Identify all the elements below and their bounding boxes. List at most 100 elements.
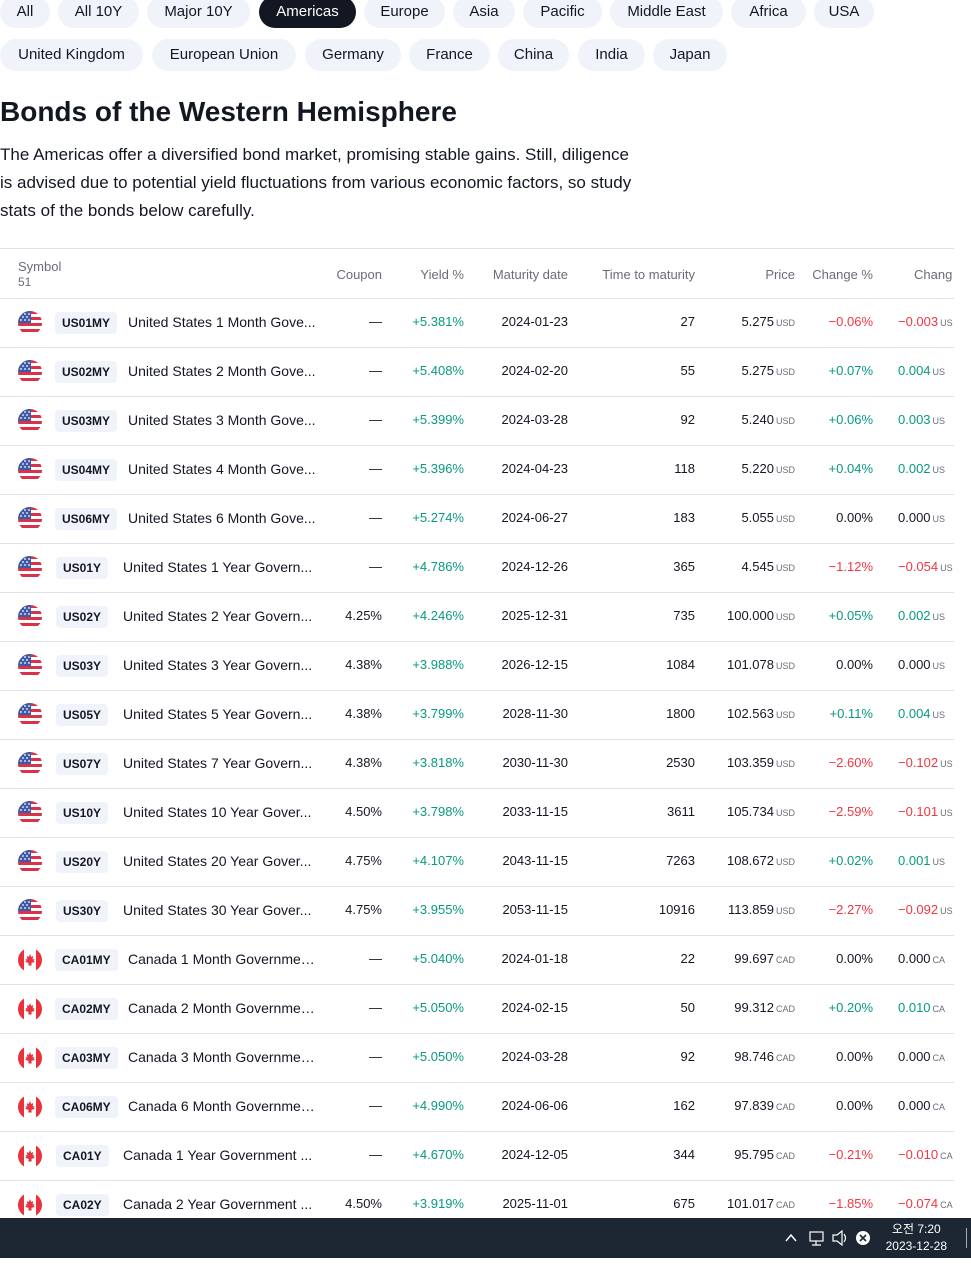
table-row[interactable]: US20Y United States 20 Year Gover... 4.75%…: [0, 838, 954, 887]
ticker-badge[interactable]: US02Y: [56, 606, 109, 628]
ticker-badge[interactable]: CA01MY: [55, 949, 118, 971]
ticker-badge[interactable]: US03Y: [56, 655, 109, 677]
table-row[interactable]: US02MY United States 2 Month Gove... — +5.4…: [0, 348, 954, 397]
price-amount: 99.697: [734, 951, 774, 966]
price-amount: 105.734: [726, 804, 774, 819]
col-yield[interactable]: Yield %: [420, 267, 464, 282]
bond-name[interactable]: United States 1 Year Govern...: [123, 559, 313, 575]
bond-name[interactable]: United States 7 Year Govern...: [123, 755, 313, 771]
price-amount: 101.017: [726, 1196, 774, 1211]
close-circle-icon[interactable]: [855, 1218, 871, 1258]
table-row[interactable]: CA02Y Canada 2 Year Government ... 4.50% +3…: [0, 1181, 954, 1219]
filter-chip-germany[interactable]: Germany: [305, 39, 401, 71]
filter-chip-european-union[interactable]: European Union: [152, 39, 296, 71]
ticker-badge[interactable]: CA01Y: [56, 1145, 109, 1167]
bond-name[interactable]: United States 2 Month Gove...: [128, 363, 316, 379]
col-change-pct[interactable]: Change %: [812, 267, 873, 282]
ticker-badge[interactable]: CA02Y: [56, 1194, 109, 1216]
filter-chip-europe[interactable]: Europe: [364, 0, 445, 28]
bond-name[interactable]: Canada 3 Month Governmen...: [128, 1049, 320, 1065]
table-row[interactable]: CA06MY Canada 6 Month Governmen... — +4.990…: [0, 1083, 954, 1132]
bond-name[interactable]: United States 6 Month Gove...: [128, 510, 316, 526]
bond-name[interactable]: United States 30 Year Gover...: [123, 902, 312, 918]
bond-name[interactable]: United States 3 Year Govern...: [123, 657, 313, 673]
table-row[interactable]: US07Y United States 7 Year Govern... 4.38%…: [0, 740, 954, 789]
show-desktop-button[interactable]: [966, 1228, 971, 1248]
bond-name[interactable]: United States 2 Year Govern...: [123, 608, 313, 624]
filter-chip-usa[interactable]: USA: [814, 0, 874, 28]
change-value: 0.001 US: [898, 853, 945, 868]
col-change[interactable]: Chang: [914, 267, 953, 282]
bond-name[interactable]: Canada 1 Year Government ...: [123, 1147, 313, 1163]
ticker-badge[interactable]: US05Y: [56, 704, 109, 726]
table-row[interactable]: US01MY United States 1 Month Gove... — +5.3…: [0, 299, 954, 348]
bond-name[interactable]: United States 4 Month Gove...: [128, 461, 316, 477]
bond-name[interactable]: Canada 2 Month Governmen...: [128, 1000, 320, 1016]
bond-name[interactable]: United States 10 Year Gover...: [123, 804, 312, 820]
filter-chip-middle-east[interactable]: Middle East: [610, 0, 723, 28]
filter-chip-china[interactable]: China: [498, 39, 569, 71]
ticker-badge[interactable]: CA02MY: [55, 998, 118, 1020]
ticker-badge[interactable]: US10Y: [56, 802, 109, 824]
filter-chip-pacific[interactable]: Pacific: [523, 0, 602, 28]
price-currency: CAD: [775, 1004, 795, 1014]
ticker-badge[interactable]: US20Y: [56, 851, 109, 873]
network-icon[interactable]: [808, 1218, 826, 1258]
table-row[interactable]: US10Y United States 10 Year Gover... 4.50%…: [0, 789, 954, 838]
bond-name[interactable]: United States 3 Month Gove...: [128, 412, 316, 428]
ticker-badge[interactable]: US03MY: [55, 410, 118, 432]
col-coupon[interactable]: Coupon: [336, 267, 382, 282]
maturity-date-value: 2028-11-30: [502, 706, 568, 721]
filter-chip-americas[interactable]: Americas: [259, 0, 356, 28]
chevron-up-icon[interactable]: [784, 1218, 798, 1258]
us-flag-icon: [18, 311, 42, 335]
coupon-value: —: [369, 1147, 382, 1162]
bond-name[interactable]: Canada 6 Month Governmen...: [128, 1098, 320, 1114]
col-time-to-maturity[interactable]: Time to maturity: [602, 267, 695, 282]
page-title: Bonds of the Western Hemisphere: [0, 96, 457, 127]
filter-chip-major-10y[interactable]: Major 10Y: [147, 0, 250, 28]
col-price[interactable]: Price: [765, 267, 795, 282]
ticker-badge[interactable]: US01MY: [55, 312, 118, 334]
table-row[interactable]: US01Y United States 1 Year Govern... — +4.7…: [0, 544, 954, 593]
table-row[interactable]: CA01MY Canada 1 Month Governmen... — +5.040…: [0, 936, 954, 985]
table-row[interactable]: US02Y United States 2 Year Govern... 4.25%…: [0, 593, 954, 642]
table-row[interactable]: US03Y United States 3 Year Govern... 4.38%…: [0, 642, 954, 691]
filter-chip-all[interactable]: All: [0, 0, 50, 28]
filter-chip-united-kingdom[interactable]: United Kingdom: [0, 39, 143, 71]
ticker-badge[interactable]: US04MY: [55, 459, 118, 481]
table-row[interactable]: CA01Y Canada 1 Year Government ... — +4.670…: [0, 1132, 954, 1181]
change-value: −0.010 CA: [898, 1147, 953, 1162]
ticker-badge[interactable]: CA03MY: [55, 1047, 118, 1069]
bond-name[interactable]: United States 20 Year Gover...: [123, 853, 312, 869]
bond-name[interactable]: Canada 2 Year Government ...: [123, 1196, 313, 1212]
filter-chip-all-10y[interactable]: All 10Y: [58, 0, 139, 28]
ticker-badge[interactable]: CA06MY: [55, 1096, 118, 1118]
bond-name[interactable]: United States 5 Year Govern...: [123, 706, 313, 722]
table-row[interactable]: US05Y United States 5 Year Govern... 4.38%…: [0, 691, 954, 740]
ticker-badge[interactable]: US02MY: [55, 361, 118, 383]
bond-name[interactable]: Canada 1 Month Governmen...: [128, 951, 320, 967]
bond-name[interactable]: United States 1 Month Gove...: [128, 314, 316, 330]
table-row[interactable]: US06MY United States 6 Month Gove... — +5.2…: [0, 495, 954, 544]
table-row[interactable]: US03MY United States 3 Month Gove... — +5.3…: [0, 397, 954, 446]
coupon-value: 4.38%: [345, 657, 382, 672]
table-row[interactable]: US30Y United States 30 Year Gover... 4.75%…: [0, 887, 954, 936]
col-maturity-date[interactable]: Maturity date: [492, 267, 568, 282]
filter-chip-asia[interactable]: Asia: [453, 0, 515, 28]
volume-icon[interactable]: [831, 1218, 849, 1258]
table-row[interactable]: US04MY United States 4 Month Gove... — +5.3…: [0, 446, 954, 495]
filter-chip-france[interactable]: France: [409, 39, 490, 71]
filter-chip-africa[interactable]: Africa: [731, 0, 806, 28]
filter-chip-japan[interactable]: Japan: [653, 39, 727, 71]
system-clock[interactable]: 오전 7:20 2023-12-28: [886, 1221, 947, 1255]
table-row[interactable]: CA03MY Canada 3 Month Governmen... — +5.050…: [0, 1034, 954, 1083]
ticker-badge[interactable]: US01Y: [56, 557, 109, 579]
col-symbol[interactable]: Symbol: [18, 259, 62, 274]
filter-chip-india[interactable]: India: [578, 39, 645, 71]
ticker-badge[interactable]: US06MY: [55, 508, 118, 530]
ticker-badge[interactable]: US07Y: [56, 753, 109, 775]
ticker-badge[interactable]: US30Y: [56, 900, 109, 922]
table-row[interactable]: CA02MY Canada 2 Month Governmen... — +5.050…: [0, 985, 954, 1034]
yield-value: +3.919%: [412, 1196, 464, 1211]
